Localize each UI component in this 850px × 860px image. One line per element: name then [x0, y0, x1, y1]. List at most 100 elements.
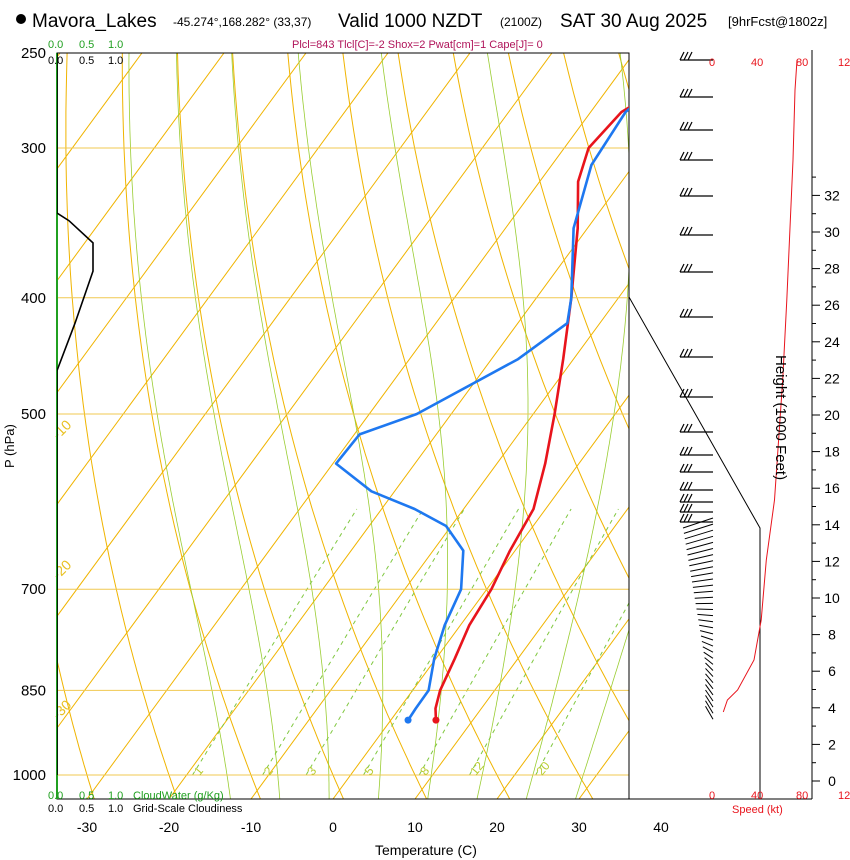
height-tick-label: 18 — [824, 444, 840, 460]
wind-barb-low — [683, 523, 714, 534]
wind-barb-low — [689, 560, 714, 567]
isotherm-line — [414, 506, 629, 799]
x-tick-label: 10 — [407, 819, 423, 835]
dry-adiabat-line — [287, 53, 511, 799]
height-tick-label: 16 — [824, 480, 840, 496]
wind-barb-flag — [687, 187, 693, 197]
dry-adiabat-line — [618, 53, 629, 92]
wind-barb-low — [702, 646, 714, 653]
speed-top-tick-0: 0 — [709, 57, 715, 69]
wind-barb-flag — [679, 121, 685, 131]
wind-barb-flag — [683, 503, 689, 513]
wind-barb-flag — [683, 481, 689, 491]
cloudiness-bottom-tick-0: 0.0 — [48, 803, 63, 815]
isotherm-label: -20 — [49, 556, 75, 582]
wind-barb-flag — [687, 348, 693, 358]
wind-barb-flag — [679, 263, 685, 273]
wind-barb-low — [705, 673, 714, 684]
wind-barb-flag — [679, 88, 685, 98]
wind-barb-flag — [683, 263, 689, 273]
wind-barb-low — [699, 624, 714, 629]
wind-barb-flag — [679, 348, 685, 358]
x-axis-title: Temperature (C) — [375, 842, 477, 858]
cloudiness-top-tick-2: 1.0 — [108, 55, 123, 67]
temperature-line — [434, 105, 629, 721]
height-axis-title: Height (1000 Feet) — [772, 355, 789, 480]
valid-time: Valid 1000 NZDT — [338, 11, 483, 32]
wind-barb-flag — [683, 121, 689, 131]
speed-bottom-tick-1: 40 — [751, 790, 763, 802]
wind-barb-flag — [683, 151, 689, 161]
wind-barb-low — [696, 608, 714, 610]
wind-barb-low — [699, 630, 714, 635]
dewpoint-surface-point — [404, 716, 412, 724]
temperature-surface-point — [432, 716, 440, 724]
forecast-run: [9hrFcst@1802z] — [728, 14, 827, 29]
isotherm-line — [57, 53, 553, 729]
wind-barb-flag — [683, 423, 689, 433]
cloudwater-label: CloudWater (g/Kg) — [133, 790, 224, 802]
pressure-tick-label: 400 — [21, 290, 46, 307]
isotherm-line — [57, 53, 471, 618]
height-tick-label: 0 — [828, 773, 836, 789]
dry-adiabat-line — [563, 53, 629, 271]
forecast-date: SAT 30 Aug 2025 — [560, 11, 707, 32]
pressure-tick-label: 1000 — [13, 767, 46, 784]
dry-adiabat-line — [507, 53, 629, 431]
plot-frame — [56, 52, 812, 800]
cloudiness-bottom-tick-1: 0.5 — [79, 803, 94, 815]
dry-adiabat-line — [452, 53, 629, 580]
wind-barb-flag — [683, 226, 689, 236]
cloudwater-bottom-tick-1: 0.5 — [79, 790, 94, 802]
dry-adiabat-line — [397, 53, 629, 722]
speed-top-tick-2: 80 — [796, 57, 808, 69]
height-tick-label: 6 — [828, 663, 836, 679]
height-tick-label: 26 — [824, 297, 840, 313]
x-tick-label: 20 — [489, 819, 505, 835]
wind-barb-low — [684, 529, 714, 540]
sounding-params: Plcl=843 Tlcl[C]=-2 Shox=2 Pwat[cm]=1 Ca… — [292, 39, 543, 51]
wind-barb-low — [705, 695, 714, 708]
wind-barb-low — [697, 613, 714, 617]
wind-barb-flag — [679, 481, 685, 491]
wind-barb-flag — [683, 88, 689, 98]
station-coords: -45.274°,168.282° (33,37) — [173, 15, 311, 29]
cloudiness-bottom-tick-2: 1.0 — [108, 803, 123, 815]
wind-barb-low — [694, 596, 714, 599]
wind-barb-flag — [687, 226, 693, 236]
cloudwater-bottom-tick-2: 1.0 — [108, 790, 123, 802]
wind-barb-low — [704, 657, 714, 665]
dry-adiabat-line — [57, 657, 95, 799]
wind-barb-low — [705, 668, 714, 677]
utc-time: (2100Z) — [500, 15, 542, 29]
wind-barb-flag — [687, 513, 693, 523]
wind-barb-flag — [683, 187, 689, 197]
isotherm-line — [661, 33, 850, 799]
isotherm-line — [57, 53, 225, 282]
dry-adiabat-line — [668, 32, 850, 801]
wind-barb-low — [703, 651, 714, 659]
wind-barb-low — [700, 635, 714, 641]
wind-barb-low — [691, 578, 714, 583]
mixing-ratio-line — [192, 508, 358, 776]
wind-barb-flag — [687, 481, 693, 491]
wind-barb-low — [692, 584, 714, 588]
wind-barb-flag — [687, 446, 693, 456]
moist-adiabat-line — [476, 53, 529, 799]
isotherm-label: -10 — [49, 416, 75, 442]
wind-barb-flag — [679, 187, 685, 197]
mixing-ratio-line — [363, 508, 519, 776]
wind-barb-flag — [687, 493, 693, 503]
wind-barb-flag — [683, 51, 689, 61]
wind-barb-low — [698, 619, 714, 623]
dry-adiabat-line — [65, 53, 178, 799]
wind-barb-low — [686, 541, 714, 551]
moist-adiabat-line — [380, 53, 449, 799]
wind-barbs — [679, 51, 798, 720]
wind-barb-flag — [679, 308, 685, 318]
mixing-ratio-line — [305, 508, 465, 776]
dry-adiabat-line — [342, 53, 594, 799]
plot-border — [56, 52, 630, 800]
wind-barb-low — [685, 535, 714, 545]
